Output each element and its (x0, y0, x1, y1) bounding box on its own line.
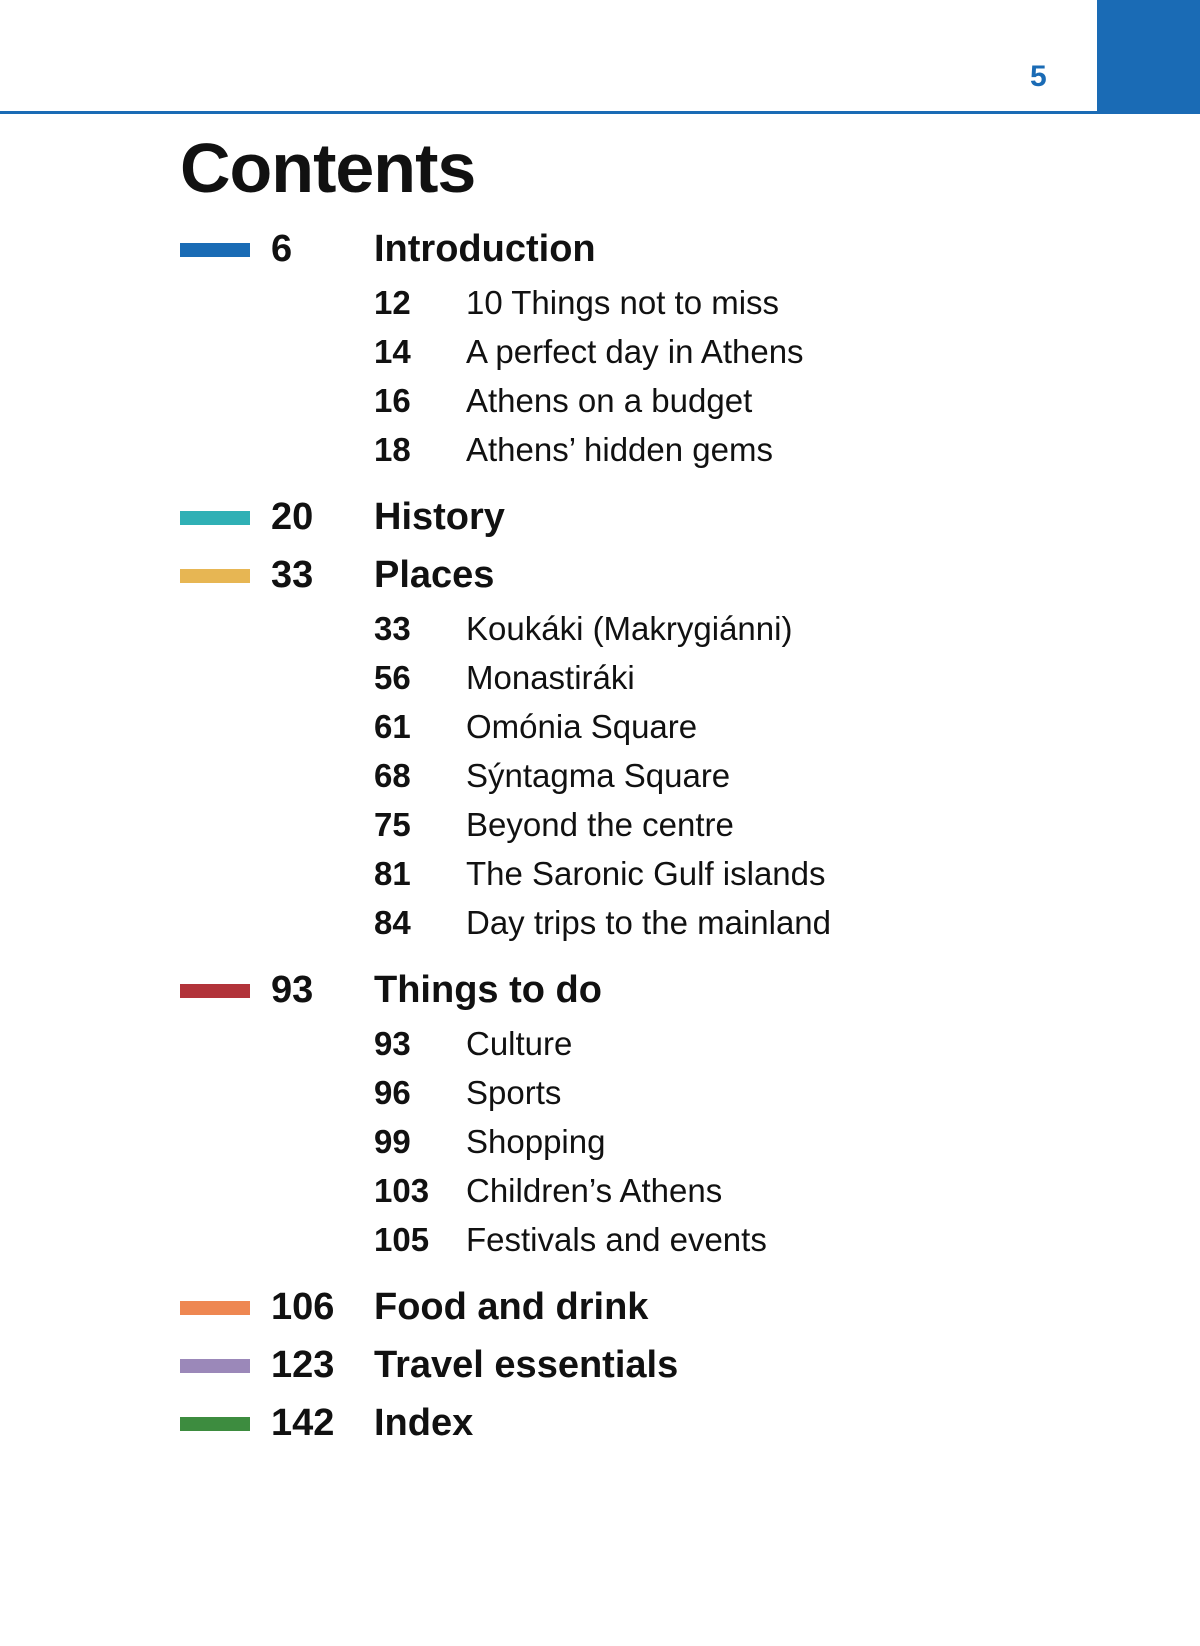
section-color-bar (180, 1417, 250, 1431)
page-number: 5 (1030, 60, 1047, 93)
section: 20 History (0, 488, 1200, 546)
section-title: Places (374, 554, 495, 596)
item-title: Sports (466, 1074, 562, 1111)
item-title: A perfect day in Athens (466, 333, 804, 370)
item-row: 96 Sports (0, 1068, 1200, 1117)
section: 142 Index (0, 1394, 1200, 1452)
item-row: 81 The Saronic Gulf islands (0, 849, 1200, 898)
section: 106 Food and drink (0, 1278, 1200, 1336)
section-page: 20 (271, 496, 314, 538)
item-page: 103 (374, 1172, 430, 1209)
section-heading: 6 Introduction (0, 220, 1200, 278)
item-row: 16 Athens on a budget (0, 376, 1200, 425)
section-items: 33 Koukáki (Makrygiánni) 56 Monastiráki 61 Om… (0, 604, 1200, 961)
item-title: Shopping (466, 1123, 606, 1160)
section: 6 Introduction 12 10 Things not to miss 14 A … (0, 220, 1200, 488)
item-page: 81 (374, 855, 411, 892)
item-title: Sýntagma Square (466, 757, 731, 794)
item-title: Athens on a budget (466, 382, 753, 419)
item-page: 99 (374, 1123, 411, 1160)
contents-title: Contents (180, 129, 476, 207)
section-color-bar (180, 1359, 250, 1373)
section-page: 93 (271, 969, 314, 1011)
section-page: 6 (271, 228, 293, 270)
item-title: Children’s Athens (466, 1172, 723, 1209)
item-page: 14 (374, 333, 411, 370)
item-page: 68 (374, 757, 411, 794)
section-title: History (374, 496, 505, 538)
item-page: 16 (374, 382, 411, 419)
item-title: The Saronic Gulf islands (466, 855, 826, 892)
section-heading: 106 Food and drink (0, 1278, 1200, 1336)
item-page: 33 (374, 610, 411, 647)
section-page: 106 (271, 1286, 335, 1328)
item-page: 18 (374, 431, 411, 468)
item-row: 56 Monastiráki (0, 653, 1200, 702)
item-title: Athens’ hidden gems (466, 431, 773, 468)
item-title: Monastiráki (466, 659, 635, 696)
section-title: Travel essentials (374, 1344, 679, 1386)
item-page: 105 (374, 1221, 430, 1258)
item-page: 96 (374, 1074, 411, 1111)
section-items: 12 10 Things not to miss 14 A perfect day i… (0, 278, 1200, 488)
item-row: 14 A perfect day in Athens (0, 327, 1200, 376)
item-page: 61 (374, 708, 411, 745)
item-title: Omónia Square (466, 708, 698, 745)
item-title: Beyond the centre (466, 806, 734, 843)
header-tab (1097, 0, 1200, 114)
item-page: 93 (374, 1025, 411, 1062)
item-row: 99 Shopping (0, 1117, 1200, 1166)
section-page: 33 (271, 554, 314, 596)
section-color-bar (180, 984, 250, 998)
item-row: 75 Beyond the centre (0, 800, 1200, 849)
header-rule (0, 111, 1200, 114)
item-page: 84 (374, 904, 411, 941)
section: 93 Things to do 93 Culture 96 Sports 99 Shoppin… (0, 961, 1200, 1278)
section-color-bar (180, 243, 250, 257)
item-row: 103 Children’s Athens (0, 1166, 1200, 1215)
item-row: 12 10 Things not to miss (0, 278, 1200, 327)
section-color-bar (180, 569, 250, 583)
section-items: 93 Culture 96 Sports 99 Shopping 103 Children’s… (0, 1019, 1200, 1278)
item-page: 56 (374, 659, 411, 696)
item-title: Festivals and events (466, 1221, 767, 1258)
section-heading: 142 Index (0, 1394, 1200, 1452)
section-page: 123 (271, 1344, 335, 1386)
section-heading: 20 History (0, 488, 1200, 546)
item-title: Culture (466, 1025, 573, 1062)
item-title: 10 Things not to miss (466, 284, 780, 321)
item-row: 68 Sýntagma Square (0, 751, 1200, 800)
item-row: 33 Koukáki (Makrygiánni) (0, 604, 1200, 653)
section-title: Food and drink (374, 1286, 649, 1328)
item-page: 12 (374, 284, 411, 321)
item-page: 75 (374, 806, 411, 843)
section-heading: 123 Travel essentials (0, 1336, 1200, 1394)
item-title: Day trips to the mainland (466, 904, 832, 941)
item-row: 93 Culture (0, 1019, 1200, 1068)
item-row: 61 Omónia Square (0, 702, 1200, 751)
section-color-bar (180, 511, 250, 525)
item-row: 18 Athens’ hidden gems (0, 425, 1200, 474)
table-of-contents: 6 Introduction 12 10 Things not to miss 14 A … (0, 220, 1200, 1452)
section-page: 142 (271, 1402, 335, 1444)
item-row: 105 Festivals and events (0, 1215, 1200, 1264)
section-title: Index (374, 1402, 474, 1444)
item-row: 84 Day trips to the mainland (0, 898, 1200, 947)
section-heading: 93 Things to do (0, 961, 1200, 1019)
item-title: Koukáki (Makrygiánni) (466, 610, 793, 647)
section-color-bar (180, 1301, 250, 1315)
section: 123 Travel essentials (0, 1336, 1200, 1394)
section: 33 Places 33 Koukáki (Makrygiánni) 56 Monasti… (0, 546, 1200, 961)
section-heading: 33 Places (0, 546, 1200, 604)
section-title: Introduction (374, 228, 596, 270)
section-title: Things to do (374, 969, 602, 1011)
